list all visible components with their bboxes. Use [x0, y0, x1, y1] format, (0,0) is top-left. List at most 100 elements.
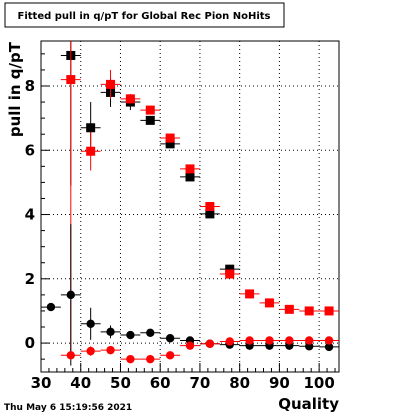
data-point — [259, 336, 280, 345]
circle-marker — [86, 346, 95, 356]
y-tick-label: 8 — [25, 77, 35, 95]
square-marker — [225, 264, 235, 274]
circle-marker — [165, 351, 175, 360]
square-marker — [145, 115, 155, 125]
data-point — [80, 307, 101, 340]
y-tick-label: 2 — [25, 270, 35, 288]
x-tick-label: 30 — [31, 374, 52, 392]
square-marker — [86, 146, 96, 156]
square-marker — [106, 79, 116, 89]
data-point — [319, 336, 339, 345]
x-tick-label: 50 — [110, 374, 131, 392]
data-point — [120, 94, 141, 104]
axes: 30 40 50 60 70 80 90 100 0 2 4 6 8 — [25, 53, 336, 392]
data-point — [319, 306, 339, 316]
circle-marker — [66, 290, 76, 300]
circle-marker — [46, 302, 56, 312]
data-point — [239, 289, 260, 299]
data-series — [41, 41, 339, 366]
y-tick-label: 4 — [25, 206, 35, 224]
circle-marker — [126, 354, 135, 364]
data-point — [180, 172, 200, 182]
data-point — [160, 351, 181, 360]
circle-marker — [324, 342, 334, 352]
data-point — [120, 354, 141, 364]
circle-marker — [305, 342, 314, 351]
circle-marker — [66, 351, 76, 360]
data-point — [60, 351, 81, 360]
data-point — [279, 304, 300, 314]
data-point — [100, 325, 121, 339]
circle-marker — [165, 334, 175, 343]
x-tick-label: 70 — [189, 374, 210, 392]
data-point — [100, 69, 121, 99]
square-marker — [165, 139, 175, 149]
circle-marker — [185, 341, 195, 350]
square-marker — [145, 105, 155, 115]
square-marker — [185, 172, 195, 182]
data-point — [180, 164, 200, 174]
plot-frame — [40, 40, 340, 373]
data-point — [140, 115, 161, 125]
data-point — [259, 298, 280, 308]
data-point — [140, 105, 161, 115]
square-marker — [86, 123, 96, 133]
circle-marker — [305, 336, 314, 345]
square-marker — [245, 289, 255, 299]
square-marker — [284, 304, 294, 314]
square-marker — [225, 269, 235, 279]
timestamp: Thu May 6 15:19:56 2021 — [4, 403, 132, 413]
square-marker — [324, 306, 334, 316]
square-marker — [264, 298, 274, 308]
data-point — [80, 131, 101, 171]
square-marker — [125, 94, 135, 104]
data-point — [199, 202, 220, 211]
square-marker — [205, 202, 215, 211]
x-tick-label: 80 — [229, 374, 250, 392]
circle-marker — [126, 330, 135, 340]
y-tick-label: 0 — [25, 334, 35, 352]
circle-marker — [106, 345, 115, 355]
data-point — [120, 330, 141, 340]
data-point — [199, 339, 220, 348]
data-point — [299, 336, 320, 345]
circle-marker — [146, 328, 155, 337]
circle-marker — [245, 336, 254, 345]
square-marker — [165, 133, 175, 143]
data-point — [60, 224, 81, 366]
data-point — [160, 334, 181, 343]
data-point — [219, 337, 240, 346]
data-point — [140, 354, 161, 364]
data-point — [140, 328, 161, 337]
data-point — [279, 336, 300, 345]
x-axis-title: Quality — [278, 395, 339, 413]
chart-title: Fitted pull in q/pT for Global Rec Pion … — [18, 11, 271, 22]
data-point — [239, 336, 260, 345]
square-marker — [66, 75, 76, 85]
data-point — [41, 302, 61, 312]
circle-marker — [146, 354, 155, 364]
circle-marker — [106, 327, 115, 337]
data-point — [199, 209, 220, 219]
y-axis-title: pull in q/pT — [6, 41, 24, 137]
circle-marker — [324, 336, 334, 345]
data-point — [299, 306, 320, 316]
square-marker — [185, 164, 195, 174]
circle-marker — [205, 339, 215, 348]
data-point — [160, 133, 181, 143]
data-point — [80, 346, 101, 356]
circle-marker — [86, 319, 95, 328]
x-tick-label: 60 — [150, 374, 171, 392]
title-box: Fitted pull in q/pT for Global Rec Pion … — [4, 2, 285, 28]
data-point — [180, 341, 200, 350]
data-point — [319, 342, 339, 352]
y-tick-label: 6 — [25, 141, 35, 159]
square-marker — [205, 209, 215, 219]
square-marker — [304, 306, 314, 316]
data-point — [219, 269, 240, 279]
data-point — [100, 345, 121, 355]
data-point — [299, 342, 320, 351]
grid — [41, 41, 339, 372]
x-tick-label: 40 — [70, 374, 91, 392]
